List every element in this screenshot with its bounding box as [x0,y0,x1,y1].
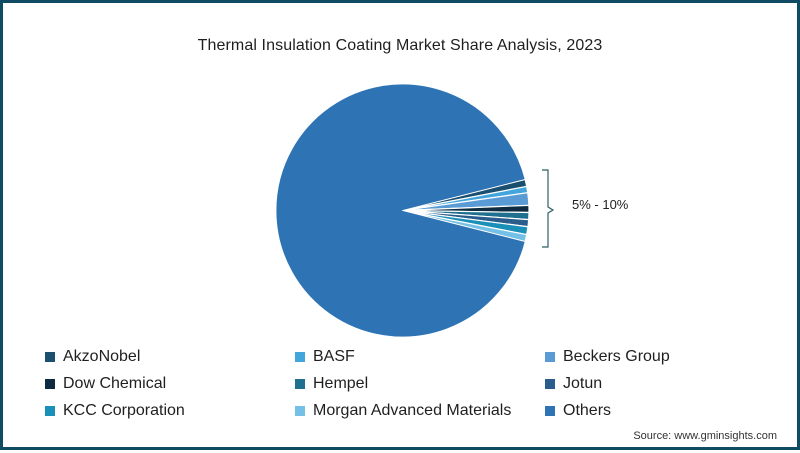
range-annotation: 5% - 10% [572,197,629,212]
pie-slices [275,83,530,338]
legend-label: KCC Corporation [63,401,185,419]
legend-label: Hempel [313,374,369,392]
legend-swatch [545,378,555,389]
pie-chart [275,83,555,338]
source-credit: Source: www.gminsights.com [633,430,777,442]
legend-swatch [45,351,55,362]
legend-swatch [295,405,305,416]
legend-item-basf: BASF [295,343,545,370]
legend-item-jotun: Jotun [545,370,765,397]
legend-label: Jotun [563,374,603,392]
legend-label: BASF [313,347,355,365]
legend-item-dow-chemical: Dow Chemical [45,370,295,397]
legend-label: Morgan Advanced Materials [313,401,512,419]
legend-swatch [45,378,55,389]
legend-item-others: Others [545,397,765,424]
legend-label: Others [563,401,612,419]
chart-title: Thermal Insulation Coating Market Share … [197,37,603,54]
legend-item-hempel: Hempel [295,370,545,397]
legend-swatch [295,351,305,362]
legend-swatch [295,378,305,389]
legend-item-akzonobel: AkzoNobel [45,343,295,370]
legend-item-morgan-advanced-materials: Morgan Advanced Materials [295,397,545,424]
chart-legend: AkzoNobel BASF Beckers Group Dow Chemica… [45,343,765,424]
range-bracket [542,169,555,248]
pie-slice-others [275,83,526,338]
legend-label: Dow Chemical [63,374,167,392]
legend-swatch [545,351,555,362]
legend-item-beckers-group: Beckers Group [545,343,765,370]
legend-label: AkzoNobel [63,347,141,365]
legend-label: Beckers Group [563,347,670,365]
legend-swatch [45,405,55,416]
legend-swatch [545,405,555,416]
legend-item-kcc-corporation: KCC Corporation [45,397,295,424]
